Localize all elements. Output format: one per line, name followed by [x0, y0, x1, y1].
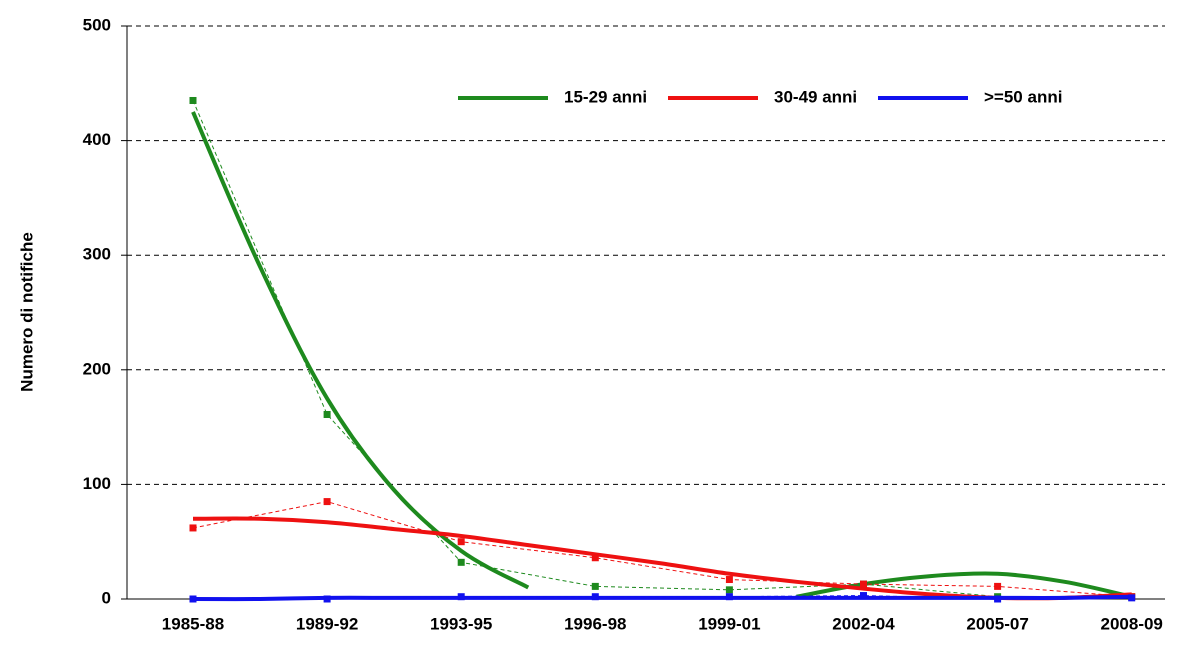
marker	[323, 595, 331, 603]
y-tick-label: 300	[83, 245, 111, 264]
marker	[725, 593, 733, 601]
x-tick-label: 2008-09	[1101, 614, 1163, 633]
y-tick-label: 200	[83, 359, 111, 378]
marker	[725, 586, 733, 594]
marker	[994, 582, 1002, 590]
marker	[725, 576, 733, 584]
marker	[591, 554, 599, 562]
marker	[860, 592, 867, 600]
legend-label: 15-29 anni	[564, 87, 647, 106]
x-tick-label: 2005-07	[966, 614, 1028, 633]
marker	[994, 595, 1002, 603]
y-tick-label: 500	[83, 15, 111, 34]
y-tick-label: 0	[102, 588, 111, 607]
trend-line	[796, 571, 1133, 599]
legend-label: 30-49 anni	[774, 87, 857, 106]
y-axis-label: Numero di notifiche	[17, 232, 36, 392]
marker	[189, 524, 197, 532]
y-tick-label: 100	[83, 474, 111, 493]
marker	[1128, 594, 1136, 602]
marker	[189, 595, 197, 603]
marker	[189, 96, 197, 104]
trend-line	[192, 516, 1132, 601]
x-tick-label: 1996-98	[564, 614, 626, 633]
trend-line	[192, 594, 1132, 602]
marker	[457, 593, 465, 601]
marker	[323, 410, 331, 418]
marker	[457, 538, 465, 546]
legend-label: >=50 anni	[984, 87, 1062, 106]
trend-line	[191, 111, 530, 590]
data-line	[192, 100, 1132, 598]
marker	[591, 582, 599, 590]
x-tick-label: 2002-04	[832, 614, 895, 633]
data-line	[193, 595, 1132, 600]
marker	[457, 558, 465, 566]
x-tick-label: 1989-92	[296, 614, 358, 633]
x-tick-label: 1999-01	[698, 614, 760, 633]
x-tick-label: 1993-95	[430, 614, 492, 633]
data-line	[192, 501, 1132, 598]
marker	[323, 498, 331, 506]
y-tick-label: 400	[83, 130, 111, 149]
marker	[591, 593, 599, 601]
x-tick-label: 1985-88	[162, 614, 224, 633]
marker	[860, 580, 867, 588]
